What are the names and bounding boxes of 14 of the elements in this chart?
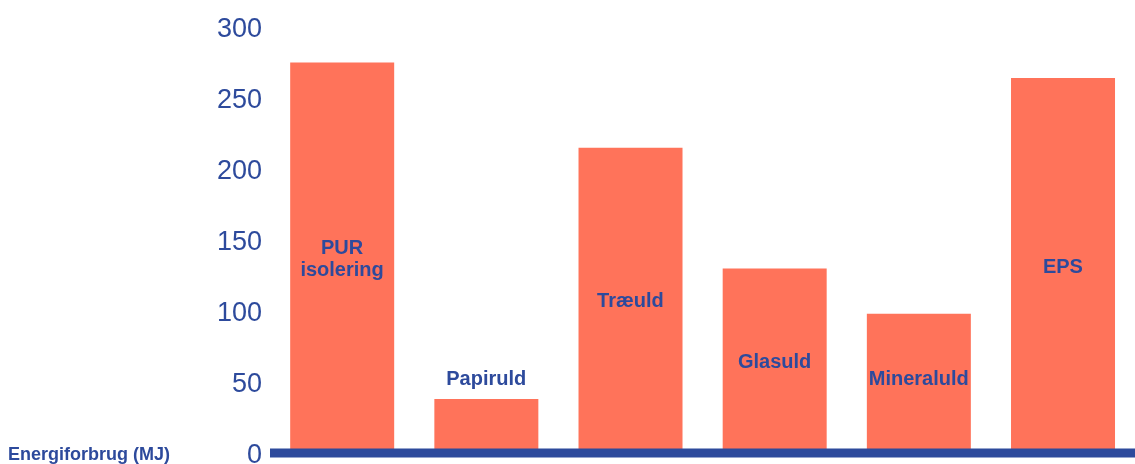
y-tick-label: 250 xyxy=(216,83,262,114)
x-tick-label: Papiruld xyxy=(446,367,527,389)
x-tick-label: Glasuld xyxy=(737,349,812,372)
y-tick-label: 100 xyxy=(216,296,262,327)
y-axis-title: Energiforbrug (MJ) xyxy=(8,444,170,464)
y-tick-label: 300 xyxy=(216,12,262,43)
y-tick-label: 150 xyxy=(216,225,262,256)
x-tick-label: Træuld xyxy=(597,289,664,312)
y-tick-label: 200 xyxy=(216,154,262,185)
y-tick-label: 0 xyxy=(246,438,262,464)
x-tick-label: PUR isolering xyxy=(300,235,384,280)
y-tick-label: 50 xyxy=(231,367,262,398)
x-tick-label: Mineraluld xyxy=(868,367,969,389)
x-tick-label: EPS xyxy=(1042,254,1083,277)
